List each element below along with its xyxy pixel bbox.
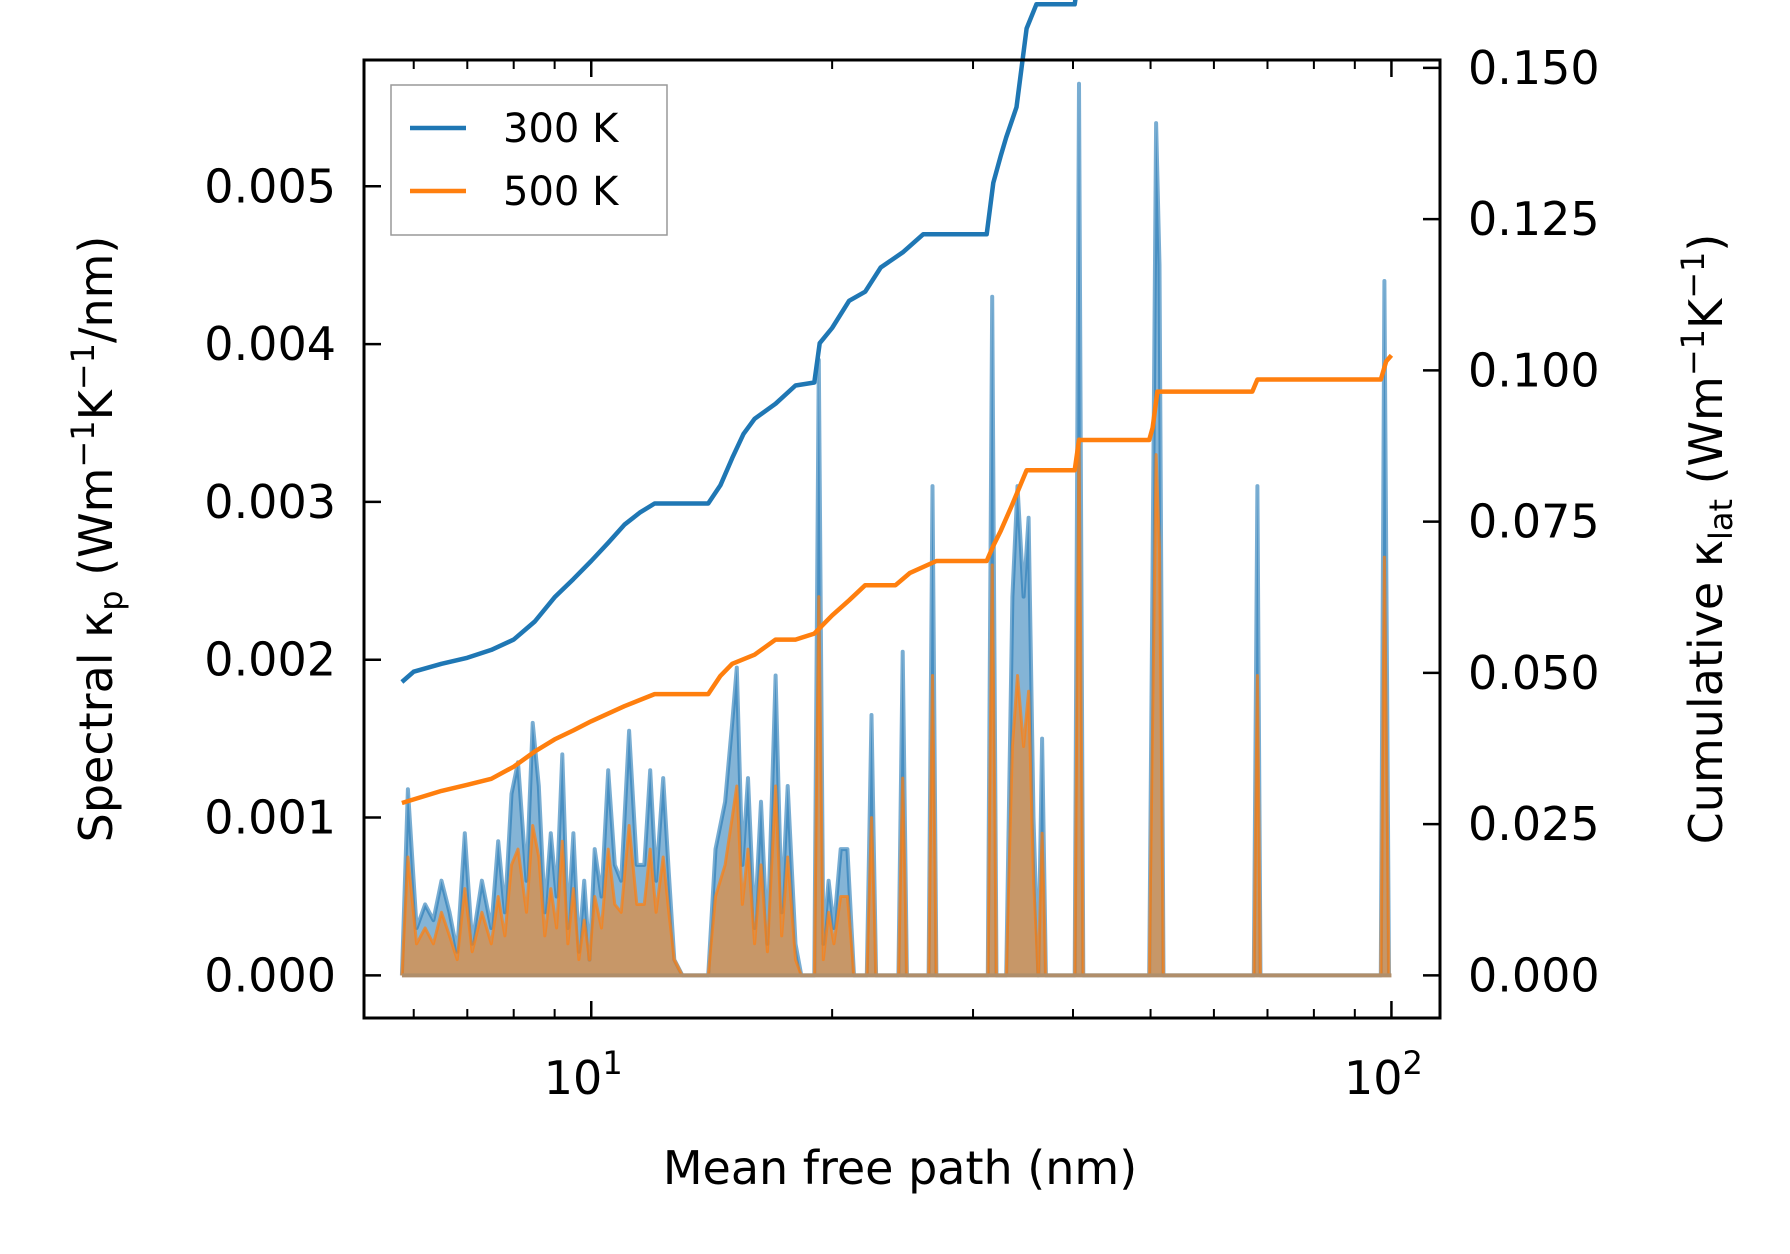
x-axis-label: Mean free path (nm) [663,1141,1137,1195]
y-right-tick-label: 0.100 [1468,343,1600,397]
y-left-axis-label: Spectral κp (Wm−1K−1/nm) [64,236,130,843]
legend-box [390,84,668,236]
y-left-tick-label: 0.005 [204,159,336,213]
y-right-tick-label: 0.125 [1468,192,1600,246]
y-left-tick-label: 0.002 [204,633,336,687]
spectral-line-300k [399,81,1391,978]
x-tick-label: 101 [544,1044,623,1105]
y-left-tick-label: 0.000 [204,948,336,1002]
y-right-tick-label: 0.050 [1468,646,1600,700]
legend-label-300k: 300 K [503,106,620,152]
y-right-tick-label: 0.000 [1468,948,1600,1002]
cumulative-line-500k [401,353,1394,806]
x-tick-label: 102 [1344,1044,1423,1105]
y-right-tick-label: 0.075 [1468,495,1600,549]
legend-label-500k: 500 K [503,169,620,215]
y-right-tick-label: 0.150 [1468,41,1600,95]
y-right-tick-label: 0.025 [1468,797,1600,851]
y-left-tick-label: 0.003 [204,475,336,529]
y-left-tick-label: 0.004 [204,317,336,371]
plot-frame [362,58,1442,1020]
y-right-axis-label: Cumulative κlat (Wm−1K−1) [1674,234,1740,845]
spectral-area-500k [401,438,1389,976]
cumulative-line-300k [400,0,1078,684]
spectral-line-500k [400,437,1391,977]
y-left-tick-label: 0.001 [204,791,336,845]
